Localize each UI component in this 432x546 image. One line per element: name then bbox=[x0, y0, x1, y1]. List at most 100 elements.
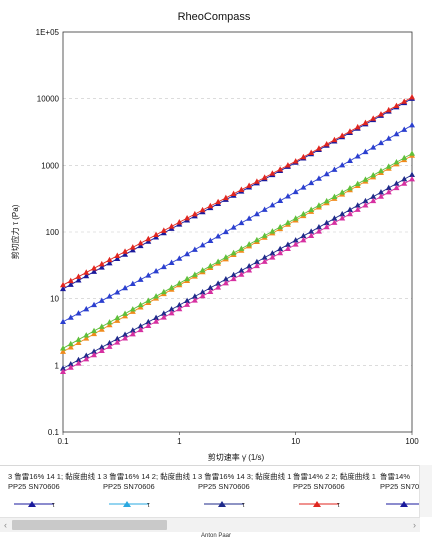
legend-vertical-scrollbar[interactable] bbox=[419, 465, 432, 517]
data-point bbox=[199, 267, 206, 273]
data-point bbox=[370, 193, 377, 199]
data-point bbox=[137, 326, 144, 333]
data-point bbox=[323, 223, 330, 230]
data-point bbox=[106, 339, 113, 346]
data-point bbox=[153, 314, 160, 320]
data-point bbox=[184, 275, 191, 282]
data-point bbox=[377, 111, 384, 117]
data-point bbox=[261, 206, 268, 212]
data-point bbox=[393, 180, 400, 186]
legend-sublabel: PP25 SN70606 bbox=[293, 482, 345, 491]
data-point bbox=[300, 236, 307, 243]
data-point bbox=[401, 180, 408, 186]
legend-symbol: τ bbox=[147, 502, 150, 509]
data-point bbox=[393, 102, 400, 108]
data-point bbox=[207, 288, 214, 294]
data-point bbox=[362, 197, 369, 204]
data-point bbox=[176, 255, 183, 261]
x-tick-label: 10 bbox=[291, 437, 300, 446]
data-point bbox=[300, 153, 307, 160]
legend-label: 3 鲁雷16% 14 1; 黏度曲线 1 bbox=[8, 472, 102, 481]
data-point bbox=[246, 267, 253, 273]
data-point bbox=[114, 255, 121, 262]
data-point bbox=[331, 136, 338, 143]
legend-item[interactable]: 鲁雷14% 2 2; 黏度曲线 1 PP25 SN70606 τ bbox=[293, 472, 385, 509]
data-point bbox=[308, 179, 315, 186]
data-point bbox=[75, 360, 82, 366]
data-point bbox=[362, 119, 369, 126]
data-point bbox=[339, 132, 346, 138]
legend-label: 鲁雷14% bbox=[380, 472, 411, 481]
y-tick-label: 1000 bbox=[41, 161, 59, 170]
data-point bbox=[269, 254, 276, 260]
data-point bbox=[129, 306, 136, 312]
data-point bbox=[215, 233, 222, 239]
data-point bbox=[176, 301, 183, 308]
data-point bbox=[277, 197, 284, 203]
data-point bbox=[409, 150, 415, 156]
data-point bbox=[191, 210, 198, 217]
data-point bbox=[106, 343, 113, 349]
data-point bbox=[315, 224, 322, 230]
data-point bbox=[354, 202, 361, 208]
data-point bbox=[91, 330, 98, 337]
legend-item[interactable]: 3 鲁雷16% 14 3; 黏度曲线 1 PP25 SN70606 τ bbox=[198, 472, 291, 509]
data-point bbox=[207, 284, 214, 291]
data-point bbox=[83, 352, 90, 358]
data-point bbox=[106, 293, 113, 299]
data-point bbox=[75, 310, 82, 316]
data-point bbox=[308, 206, 315, 212]
data-point bbox=[354, 123, 361, 130]
series-line bbox=[62, 174, 413, 369]
data-point bbox=[176, 219, 183, 225]
data-point bbox=[91, 327, 98, 334]
data-point bbox=[67, 314, 74, 320]
legend-sublabel: PP25 SN7060 bbox=[380, 482, 420, 491]
data-point bbox=[331, 219, 338, 225]
legend-item[interactable]: 3 鲁雷16% 14 2; 黏度曲线 1 PP25 SN70606 τ bbox=[103, 472, 196, 509]
data-point bbox=[409, 175, 415, 182]
scroll-thumb[interactable] bbox=[12, 520, 167, 530]
data-point bbox=[300, 184, 307, 190]
chart-plot: RheoCompass 0.1 1 10 100 1000 10000 1E+05 0.1 1… bbox=[10, 11, 419, 462]
data-point bbox=[346, 157, 353, 163]
data-point bbox=[153, 293, 160, 299]
data-point bbox=[98, 260, 105, 267]
data-point bbox=[122, 310, 129, 316]
data-point bbox=[191, 271, 198, 277]
horizontal-scrollbar[interactable]: ‹ › bbox=[0, 517, 420, 532]
data-point bbox=[191, 246, 198, 252]
data-point bbox=[331, 215, 338, 221]
data-point bbox=[339, 161, 346, 168]
y-tick-label: 1E+05 bbox=[36, 28, 60, 37]
scroll-left-icon[interactable]: ‹ bbox=[4, 520, 7, 530]
legend-marker bbox=[386, 501, 420, 507]
data-point bbox=[160, 314, 167, 320]
scroll-right-icon[interactable]: › bbox=[413, 520, 416, 530]
data-point bbox=[315, 145, 322, 151]
data-point bbox=[393, 130, 400, 137]
data-point bbox=[362, 148, 369, 155]
data-point bbox=[168, 259, 175, 265]
data-point bbox=[129, 247, 136, 253]
data-point bbox=[98, 323, 105, 329]
data-point bbox=[269, 201, 276, 208]
data-point bbox=[184, 301, 191, 307]
legend-item[interactable]: 鲁雷14% PP25 SN7060 τ bbox=[380, 472, 420, 507]
data-point bbox=[354, 206, 361, 212]
data-point bbox=[284, 162, 291, 168]
data-point bbox=[129, 330, 136, 337]
data-point bbox=[339, 189, 346, 195]
data-point bbox=[385, 189, 392, 195]
data-point bbox=[323, 141, 330, 147]
data-point bbox=[377, 139, 384, 146]
data-point bbox=[106, 259, 113, 266]
x-tick-label: 1 bbox=[177, 437, 182, 446]
legend-item[interactable]: 3 鲁雷16% 14 1; 黏度曲线 1 PP25 SN70606 τ bbox=[8, 472, 102, 509]
data-point bbox=[91, 348, 98, 354]
data-point bbox=[284, 193, 291, 199]
data-point bbox=[346, 184, 353, 191]
data-point bbox=[91, 268, 98, 274]
data-point bbox=[215, 280, 222, 286]
data-point bbox=[75, 336, 82, 342]
